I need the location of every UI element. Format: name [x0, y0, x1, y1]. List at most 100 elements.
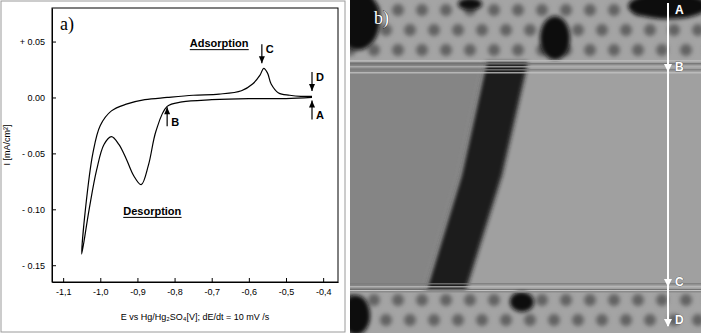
adlayer-dot [464, 294, 476, 306]
adlayer-dot [416, 44, 428, 56]
adlayer-dot [440, 44, 452, 56]
x-tick-label: -0,8 [167, 287, 183, 297]
y-tick: - 0.05 [22, 149, 56, 159]
adlayer-dot [656, 294, 668, 306]
y-tick-mark [52, 209, 56, 210]
stm-texture [350, 0, 701, 333]
adlayer-dot [488, 4, 500, 16]
adlayer-dot [548, 314, 560, 326]
x-tick-mark [249, 278, 250, 282]
adlayer-dot [452, 24, 464, 36]
adlayer-dot [512, 4, 524, 16]
x-axis: -1,1-1,0-0,9-0,8-0,7-0,6-0,5-0,4 [53, 278, 339, 297]
adlayer-dot [440, 294, 452, 306]
x-tick-mark [137, 278, 138, 282]
scan-line [350, 286, 701, 288]
adlayer-dot [680, 294, 692, 306]
scan-label: A [675, 3, 684, 17]
x-tick-mark [63, 278, 64, 282]
adlayer-dot [524, 24, 536, 36]
panel-title: b) [374, 8, 389, 29]
adlayer-dot [416, 294, 428, 306]
stm-image: A B C D [350, 0, 701, 333]
annotation: Adsorption [190, 37, 249, 49]
step-highlight [425, 62, 485, 290]
scan-arrow-head [664, 64, 672, 72]
scan-arrow-head [664, 319, 672, 327]
scan-arrow [664, 3, 672, 327]
x-axis-title: E vs Hg/Hg₂SO₄[V]; dE/dt = 10 mV /s [121, 312, 270, 322]
adlayer-dot [632, 294, 644, 306]
y-tick-label: - 0.05 [22, 149, 45, 159]
adlayer-dot [392, 294, 404, 306]
y-tick-label: - 0.15 [22, 261, 45, 271]
adlayer-dot [620, 314, 632, 326]
point-markers: ABCD [164, 43, 324, 128]
x-axis-line [53, 282, 339, 283]
scan-label: C [675, 275, 684, 289]
adlayer-dot [596, 314, 608, 326]
adlayer-dot [680, 44, 692, 56]
point-arrow-head [259, 56, 265, 63]
y-tick-label: - 0.10 [22, 205, 45, 215]
y-tick: - 0.10 [22, 205, 56, 215]
y-tick-mark [52, 42, 56, 43]
adlayer-dot [368, 44, 380, 56]
scan-line [350, 289, 701, 291]
y-axis-title: I [mA/cm²] [2, 125, 12, 166]
x-tick: -0,4 [316, 278, 332, 297]
point-label: D [316, 71, 324, 83]
adlayer-dot [368, 294, 380, 306]
terrace [350, 292, 701, 333]
adlayer-dot [572, 24, 584, 36]
adlayer-dot [524, 314, 536, 326]
y-axis-line [52, 9, 53, 283]
adlayer-dot [404, 24, 416, 36]
point-arrow-head [309, 84, 315, 91]
adlayer-dot [644, 24, 656, 36]
scan-lines [350, 60, 701, 291]
scan-label: D [675, 313, 684, 327]
adlayer-dot [632, 44, 644, 56]
panel-border [1, 1, 345, 332]
x-tick-label: -0,7 [204, 287, 220, 297]
adlayer-dot [584, 294, 596, 306]
step-edge [425, 62, 528, 290]
scan-line [350, 60, 701, 62]
adlayer-dot [596, 24, 608, 36]
adlayer-dot [488, 294, 500, 306]
x-tick-mark [100, 278, 101, 282]
adlayer-dot [440, 4, 452, 16]
x-tick-mark [212, 278, 213, 282]
adlayer-dot [476, 24, 488, 36]
x-tick: -0,7 [204, 278, 220, 297]
scan-line [350, 63, 701, 65]
y-tick-mark [52, 265, 56, 266]
adlayer-dot [608, 294, 620, 306]
figure: -1,1-1,0-0,9-0,8-0,7-0,6-0,5-0,4+ 0.050.… [0, 0, 701, 333]
y-tick: 0.00 [27, 93, 56, 103]
point-arrow-head [309, 100, 315, 107]
scan-line [350, 72, 701, 74]
x-tick-mark [175, 278, 176, 282]
x-tick-label: -0,9 [130, 287, 146, 297]
adlayer-dot [608, 44, 620, 56]
adlayer-dot [620, 24, 632, 36]
y-tick-mark [52, 153, 56, 154]
adlayer-dot [404, 314, 416, 326]
adlayer-dot [392, 4, 404, 16]
adlayer-dot [464, 44, 476, 56]
y-tick-label: + 0.05 [20, 37, 45, 47]
x-tick-mark [286, 278, 287, 282]
adlayer-dot [536, 294, 548, 306]
annotation: Desorption [123, 205, 181, 217]
adlayer-dot [488, 44, 500, 56]
adlayer-dot [500, 24, 512, 36]
scan-arrow-head [664, 279, 672, 287]
point-label: A [316, 109, 324, 121]
y-axis: + 0.05 0.00 - 0.05 - 0.10 - 0.15 [20, 9, 56, 283]
scan-label: B [675, 60, 684, 74]
annotation-underline [190, 49, 249, 50]
vacancy-island [458, 0, 482, 10]
adlayer-dot [392, 44, 404, 56]
